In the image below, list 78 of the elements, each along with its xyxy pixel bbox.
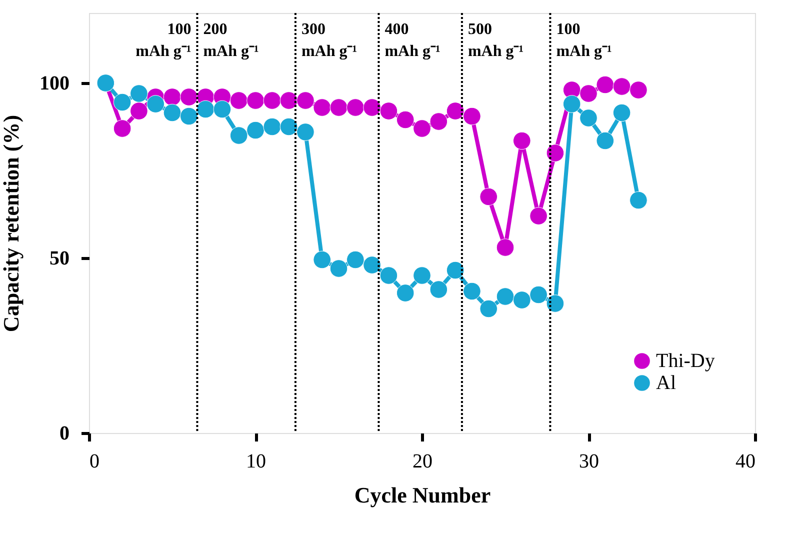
annotation: 100 mAh g⁻¹ <box>556 21 612 60</box>
point <box>630 191 648 210</box>
point <box>363 256 381 274</box>
point <box>446 102 464 120</box>
point <box>612 104 631 122</box>
point <box>580 109 598 127</box>
point <box>546 294 564 312</box>
point <box>612 78 631 96</box>
point <box>230 92 248 110</box>
point <box>113 93 132 112</box>
point <box>246 121 264 140</box>
point <box>130 84 148 102</box>
point <box>263 118 282 136</box>
x-tick-label: 20 <box>412 450 432 472</box>
point <box>446 261 464 280</box>
point <box>562 95 581 113</box>
x-axis-title: Cycle Number <box>354 482 491 508</box>
point <box>380 102 398 120</box>
point <box>596 76 614 94</box>
point <box>496 238 514 256</box>
point <box>413 266 431 284</box>
annotation: 400 mAh g⁻¹ <box>384 21 440 60</box>
point <box>230 126 248 144</box>
point <box>463 282 481 300</box>
point <box>480 300 498 318</box>
point <box>130 102 148 120</box>
point <box>396 284 414 302</box>
point <box>512 132 531 150</box>
point <box>246 92 264 110</box>
annotation: 300 mAh g⁻¹ <box>301 21 358 60</box>
point <box>630 81 648 99</box>
point <box>430 280 448 298</box>
point <box>596 132 614 150</box>
point <box>530 286 548 304</box>
point <box>346 98 364 116</box>
annotation: 200 mAh g⁻¹ <box>203 21 260 60</box>
point <box>580 84 598 102</box>
point <box>430 112 448 130</box>
point <box>280 118 298 136</box>
point <box>546 144 564 162</box>
y-tick-label: 0 <box>60 422 70 444</box>
point <box>146 95 165 113</box>
point <box>313 98 332 116</box>
point <box>180 88 198 106</box>
legend-label: Thi-Dy <box>656 350 715 372</box>
point <box>496 288 514 306</box>
point <box>196 100 214 118</box>
point <box>480 188 498 206</box>
point <box>363 98 381 116</box>
point <box>280 92 298 110</box>
point <box>346 250 364 269</box>
point <box>330 98 348 116</box>
annotation: 100 mAh g⁻¹ <box>136 21 192 60</box>
point <box>296 92 314 110</box>
point <box>163 88 182 106</box>
point <box>512 291 531 309</box>
point <box>163 104 182 122</box>
x-tick-label: 0 <box>90 450 100 472</box>
point <box>396 110 414 129</box>
y-axis-title: Capacity retention (%) <box>0 114 24 332</box>
point <box>313 250 332 269</box>
y-tick-label: 50 <box>50 248 70 270</box>
point <box>213 100 232 118</box>
point <box>263 92 282 110</box>
point <box>463 107 481 126</box>
point <box>113 120 132 138</box>
point <box>380 266 398 284</box>
y-tick-label: 100 <box>40 72 70 94</box>
x-tick-label: 10 <box>246 450 266 472</box>
legend-label: Al <box>656 372 676 394</box>
point <box>180 107 198 126</box>
point <box>296 123 314 141</box>
point <box>413 120 431 138</box>
point <box>530 207 548 225</box>
x-tick-label: 40 <box>736 450 756 472</box>
annotation: 500 mAh g⁻¹ <box>468 21 524 60</box>
x-tick-label: 30 <box>579 450 599 472</box>
point <box>330 260 348 278</box>
